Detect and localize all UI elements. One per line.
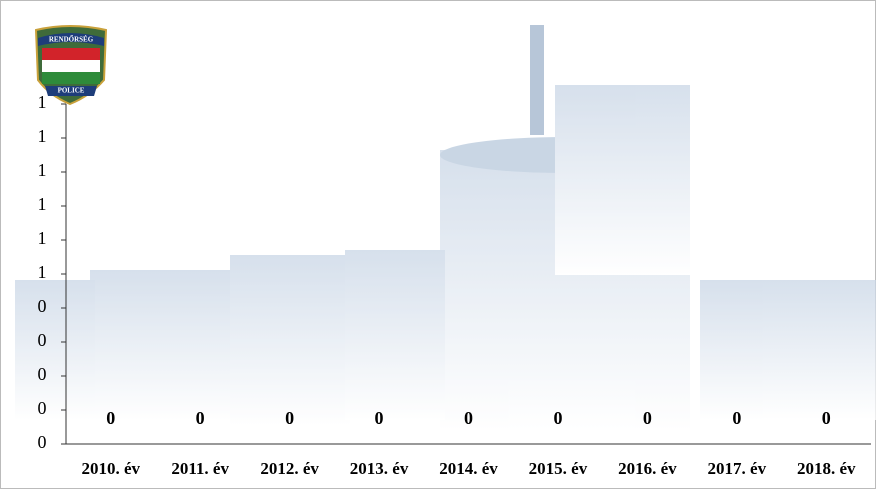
y-tick-label: 1 <box>38 262 47 282</box>
y-tick-label: 1 <box>38 160 47 180</box>
y-tick-label: 0 <box>38 364 47 384</box>
data-label: 0 <box>285 408 294 428</box>
x-tick-label: 2017. év <box>708 459 767 478</box>
y-tick-label: 1 <box>38 126 47 146</box>
data-label: 0 <box>375 408 384 428</box>
data-label: 0 <box>643 408 652 428</box>
x-tick-label: 2012. év <box>260 459 319 478</box>
police-logo: RENDŐRSÉG POLICE <box>34 25 108 106</box>
background-building <box>15 25 876 430</box>
y-tick-label: 0 <box>38 296 47 316</box>
data-label: 0 <box>106 408 115 428</box>
y-tick-label: 1 <box>38 194 47 214</box>
y-tick-label: 1 <box>38 228 47 248</box>
x-tick-label: 2011. év <box>171 459 229 478</box>
y-tick-label: 0 <box>38 432 47 452</box>
data-label: 0 <box>732 408 741 428</box>
y-tick-label: 0 <box>38 398 47 418</box>
data-label: 0 <box>464 408 473 428</box>
x-tick-label: 2013. év <box>350 459 409 478</box>
data-label: 0 <box>553 408 562 428</box>
x-tick-label: 2018. év <box>797 459 856 478</box>
x-tick-label: 2016. év <box>618 459 677 478</box>
data-label: 0 <box>822 408 831 428</box>
data-label: 0 <box>196 408 205 428</box>
y-tick-label: 1 <box>38 92 47 112</box>
x-tick-label: 2010. év <box>81 459 140 478</box>
x-tick-label: 2015. év <box>529 459 588 478</box>
logo-bottom-text: POLICE <box>58 87 85 95</box>
x-tick-label: 2014. év <box>439 459 498 478</box>
y-tick-label: 0 <box>38 330 47 350</box>
logo-top-text: RENDŐRSÉG <box>49 36 94 44</box>
